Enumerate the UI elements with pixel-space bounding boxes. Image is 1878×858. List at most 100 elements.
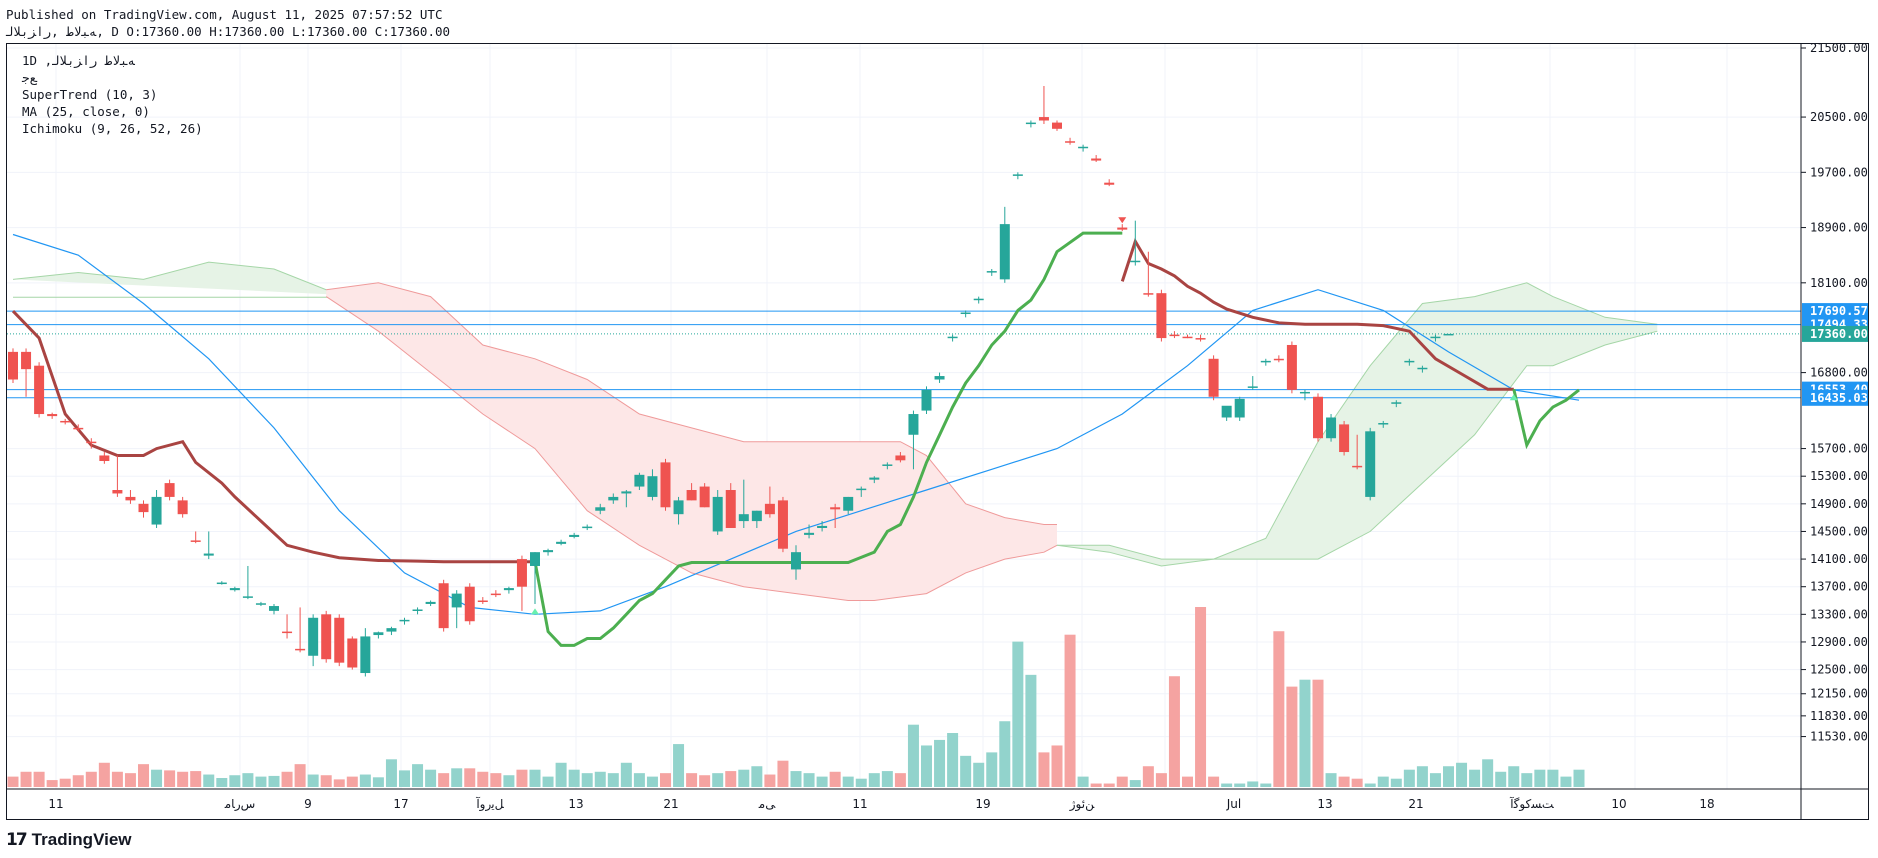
volume-bar-1 <box>20 771 32 787</box>
volume-bar-92 <box>1208 776 1220 787</box>
candle-body-104 <box>1365 431 1376 497</box>
volume-bar-50 <box>660 773 671 787</box>
supertrend-down-0 <box>11 310 535 564</box>
volume-bar-55 <box>725 771 737 787</box>
volume-bar-31 <box>412 764 424 787</box>
candle-body-103 <box>1352 465 1363 468</box>
volume-bar-49 <box>646 776 658 787</box>
candle-body-94 <box>1234 398 1245 418</box>
volume-bar-21 <box>281 771 293 787</box>
legend-ma[interactable]: MA (25, close, 0) <box>22 104 150 119</box>
candle-body-28 <box>373 632 384 636</box>
candle-body-106 <box>1391 402 1402 404</box>
candle-body-40 <box>530 552 540 566</box>
candle-body-1 <box>21 351 32 370</box>
volume-bar-40 <box>529 769 541 787</box>
candle-body-15 <box>203 553 214 556</box>
volume-bar-87 <box>1142 766 1154 787</box>
candle-body-69 <box>908 414 919 435</box>
time-tick-label-13: 21 <box>1408 797 1423 811</box>
candle-body-77 <box>1012 174 1023 176</box>
current-price-label-box <box>1802 325 1868 342</box>
volume-bar-108 <box>1416 766 1428 787</box>
volume-bar-29 <box>385 759 397 787</box>
volume-bar-98 <box>1286 686 1298 787</box>
volume-bar-11 <box>151 769 163 787</box>
volume-bar-26 <box>346 776 358 787</box>
price-tick-label-5: 16800.00 <box>1810 366 1868 380</box>
volume-bar-99 <box>1299 679 1311 787</box>
volume-bar-53 <box>699 775 711 787</box>
volume-bar-9 <box>124 773 136 787</box>
candle-body-88 <box>1156 293 1167 339</box>
candle-body-68 <box>895 455 906 461</box>
supertrend-up-0 <box>533 231 1123 647</box>
volume-bar-112 <box>1469 769 1481 787</box>
candle-body-47 <box>621 491 632 494</box>
candle-body-38 <box>503 588 514 591</box>
volume-bar-90 <box>1182 776 1193 787</box>
volume-bar-44 <box>581 773 593 787</box>
candle-body-27 <box>360 636 371 674</box>
volume-bar-46 <box>607 773 619 787</box>
candle-body-52 <box>686 490 697 501</box>
volume-bar-97 <box>1273 631 1285 787</box>
time-tick-label-8: 11 <box>852 797 867 811</box>
volume-bar-75 <box>986 752 998 787</box>
volume-bar-65 <box>855 778 867 787</box>
candle-body-36 <box>477 600 488 603</box>
published-caption: Published on TradingView.com, August 11,… <box>6 7 443 22</box>
volume-bar-36 <box>477 771 489 787</box>
candle-body-49 <box>647 476 658 497</box>
volume-bar-54 <box>712 773 724 787</box>
supertrend-up-1 <box>1512 388 1580 450</box>
candle-body-48 <box>634 474 645 487</box>
time-tick-label-15: 10 <box>1611 797 1626 811</box>
volume-bar-94 <box>1234 783 1246 787</box>
volume-bar-57 <box>751 766 763 787</box>
candle-body-18 <box>242 596 253 598</box>
time-tick-label-10: ﻦﺋﻮﮊ <box>1069 797 1095 812</box>
legend-ichimoku[interactable]: Ichimoku (9, 26, 52, 26) <box>22 121 203 136</box>
candle-body-87 <box>1143 293 1154 295</box>
candle-body-55 <box>725 490 736 528</box>
price-tick-label-13: 12900.00 <box>1810 635 1868 649</box>
chart-panel[interactable]: 21500.00 20500.00 19700.00 18900.00 18100.00… <box>6 43 1869 820</box>
candle-body-35 <box>464 586 475 622</box>
candle-body-23 <box>308 617 319 656</box>
candle-body-79 <box>1038 117 1049 121</box>
volume-bar-23 <box>307 774 319 787</box>
candle-body-101 <box>1326 417 1337 439</box>
volume-bar-110 <box>1443 766 1454 787</box>
volume-bar-89 <box>1168 676 1180 787</box>
tradingview-wordmark: TradingView <box>31 830 132 849</box>
supertrend-buy-marker-1 <box>1509 394 1518 401</box>
candle-body-63 <box>830 507 841 510</box>
candle-body-19 <box>255 603 266 605</box>
price-tick-label-1: 20500.00 <box>1810 110 1868 124</box>
candle-body-37 <box>490 593 501 596</box>
legend-supertrend[interactable]: SuperTrend (10, 3) <box>22 87 158 102</box>
volume-bar-76 <box>999 721 1011 787</box>
price-line-label-3-box <box>1802 389 1868 406</box>
volume-bar-8 <box>111 771 123 787</box>
volume-bar-93 <box>1221 783 1233 787</box>
ichimoku-cloud-green-b-bottom <box>1057 330 1658 560</box>
time-tick-label-7: ﯽﻣ <box>758 797 776 811</box>
volume-bar-69 <box>907 724 919 787</box>
candle-body-13 <box>177 500 188 515</box>
symbol-ohlc-line: ﻪﺒﻟﺎﻃ ,ﺭﺍﺰﺑﻼﻟ, D O:17360.00 H:17360.00 L… <box>6 24 451 39</box>
volume-bar-82 <box>1077 776 1089 787</box>
volume-bar-3 <box>46 780 58 787</box>
time-tick-label-0: 11 <box>48 797 63 811</box>
candle-body-59 <box>777 500 788 549</box>
ichimoku-cloud-red-bottom <box>325 296 1058 601</box>
candle-body-30 <box>399 619 410 622</box>
candle-body-83 <box>1091 158 1102 161</box>
chart-canvas[interactable]: 21500.00 20500.00 19700.00 18900.00 18100.00… <box>7 44 1868 819</box>
volume-bar-0 <box>7 776 19 787</box>
volume-bar-115 <box>1508 766 1520 787</box>
candle-body-64 <box>843 496 854 511</box>
volume-bar-15 <box>203 774 215 787</box>
volume-bar-77 <box>1012 641 1024 787</box>
